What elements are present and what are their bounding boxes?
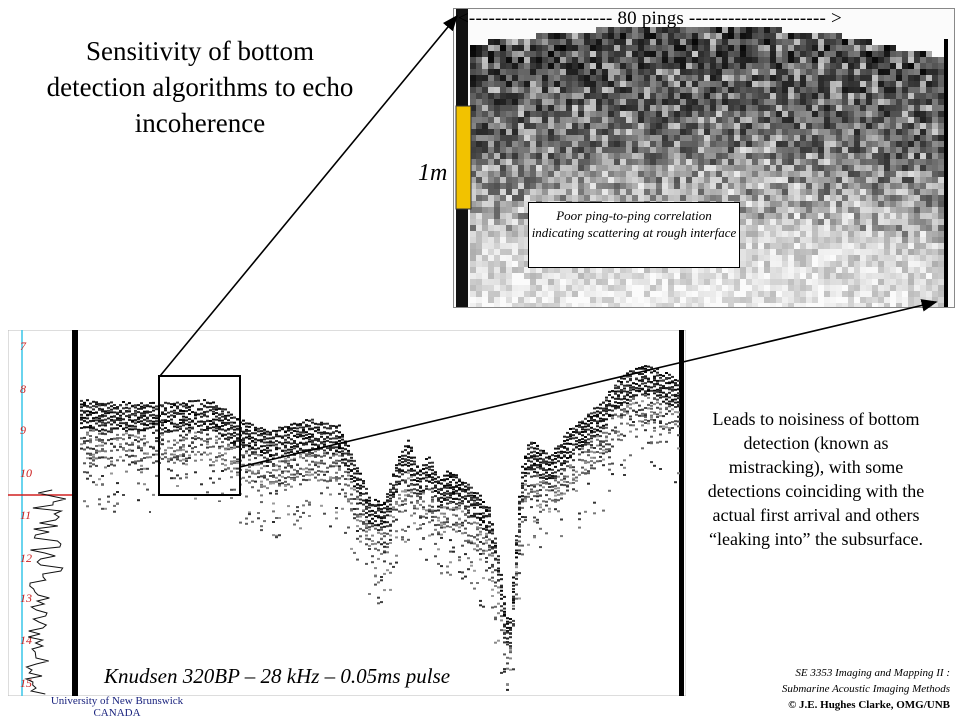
echogram-right-bar [679,330,684,696]
one-meter-scale-bar [455,105,472,210]
pings-label: <---------------------- 80 pings -------… [458,8,842,29]
depth-tick-11: 11 [20,508,31,522]
depth-tick-10: 10 [20,466,32,480]
blanked-region [151,502,239,602]
depth-tick-7: 7 [20,339,27,353]
depth-tick-14: 14 [20,633,32,647]
depth-tick-9: 9 [20,423,26,437]
inset-caption-box: Poor ping-to-ping correlation indicating… [528,202,740,268]
depth-tick-12: 12 [20,551,32,565]
scale-label: 1m [418,160,448,186]
university-logo-text: University of New Brunswick CANADA [42,695,192,719]
depth-tick-15: 15 [20,676,32,690]
instrument-label: Knudsen 320BP – 28 kHz – 0.05ms pulse [104,664,451,688]
echogram-left-bar [72,330,78,696]
mistracking-explanation: Leads to noisiness of bottom detection (… [707,409,925,549]
credit-subtitle: Submarine Acoustic Imaging Methods [781,682,950,695]
main-echogram: 7 8 9 10 11 12 13 14 15 [8,330,686,696]
university-country: CANADA [93,707,141,720]
credit-course: SE 3353 Imaging and Mapping II : [795,667,950,679]
university-name: University of New Brunswick [50,695,184,707]
slide-title: Sensitivity of bottom detection algorith… [46,36,354,138]
inset-right-bar [944,39,948,307]
amplitude-trace [24,489,66,695]
depth-tick-13: 13 [20,591,32,605]
course-credit: SE 3353 Imaging and Mapping II : Submari… [782,666,950,714]
credit-author: © J.E. Hughes Clarke, OMG/UNB [788,698,950,711]
depth-tick-8: 8 [20,382,26,396]
echogram-frame [8,330,686,696]
